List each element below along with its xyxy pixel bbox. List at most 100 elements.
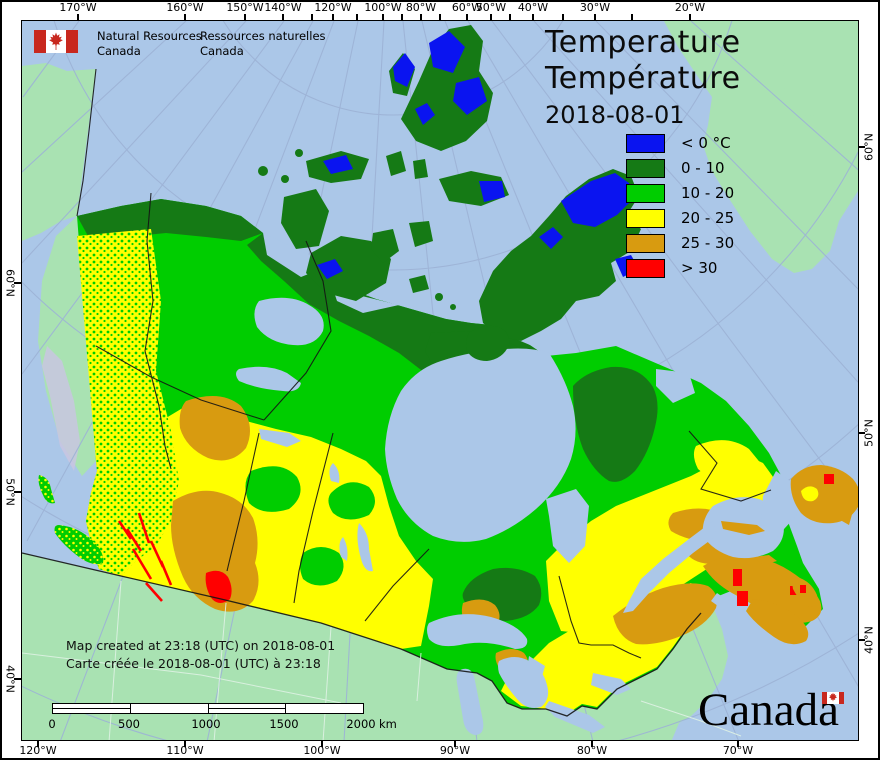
creation-note: Map created at 23:18 (UTC) on 2018-08-01… — [66, 637, 335, 672]
axis-tick — [382, 14, 384, 21]
scale-bar-unit: km — [379, 717, 397, 731]
axis-tick — [858, 432, 865, 434]
boundaries — [22, 68, 772, 717]
axis-label-longitude: 80°W — [405, 1, 437, 14]
axis-label-longitude: 60°W — [451, 1, 483, 14]
legend-swatch — [626, 234, 665, 253]
great-bear-lake — [254, 297, 324, 346]
axis-tick — [466, 14, 468, 21]
border-60n — [95, 345, 265, 421]
axis-label-longitude: 150°W — [226, 1, 264, 14]
border-nwt-nunavut — [263, 240, 332, 421]
haida-gwaii — [38, 475, 55, 504]
hudson-bay — [385, 348, 576, 542]
lake-ontario — [591, 673, 631, 695]
border-yukon-nwt — [144, 192, 172, 470]
ungava-bay — [656, 369, 695, 403]
georgian-bay — [527, 656, 545, 680]
axis-tick — [14, 678, 21, 680]
border-canada-usa — [22, 552, 702, 717]
axis-minor-tick — [562, 14, 564, 21]
border-on-qc — [558, 575, 642, 659]
lake-michigan — [456, 668, 484, 735]
title-date: 2018-08-01 — [545, 101, 685, 129]
greenland-east-blob — [783, 30, 847, 116]
scale-bar-tick-label: 1000 — [191, 717, 221, 731]
scale-bar-tick-label: 1500 — [269, 717, 299, 731]
legend-label: > 30 — [681, 259, 718, 277]
axis-minor-tick — [401, 14, 403, 21]
scale-bar-tick-label: 2000 — [346, 717, 376, 731]
st-lawrence-estuary — [623, 521, 716, 613]
axis-tick — [244, 14, 246, 21]
axis-minor-tick — [509, 14, 511, 21]
axis-label-longitude: 90°W — [439, 744, 471, 757]
canada-wordmark: Canada — [698, 684, 839, 736]
axis-label-longitude: 120°W — [19, 744, 57, 757]
axis-label-longitude: 70°W — [722, 744, 754, 757]
us-state-lines — [22, 580, 742, 740]
axis-tick — [184, 740, 186, 747]
axis-label-longitude: 170°W — [59, 1, 97, 14]
axis-tick — [37, 740, 39, 747]
axis-minor-tick — [439, 14, 441, 21]
legend-label: 0 - 10 — [681, 159, 725, 177]
lake-erie — [545, 701, 605, 733]
scale-bar-tick-label: 500 — [118, 717, 140, 731]
axis-label-longitude: 140°W — [264, 1, 302, 14]
coast-glacier — [42, 346, 80, 471]
usa — [22, 553, 728, 740]
atlantic-islands — [721, 465, 858, 607]
axis-tick — [689, 14, 691, 21]
legend-label: < 0 °C — [681, 134, 731, 152]
vancouver-island — [54, 525, 104, 565]
axis-tick — [184, 14, 186, 21]
axis-label-longitude: 50°W — [475, 1, 507, 14]
banks-island — [281, 189, 329, 249]
axis-tick — [14, 491, 21, 493]
axis-tick — [454, 740, 456, 747]
axis-tick — [532, 14, 534, 21]
somerset-island — [409, 221, 433, 247]
axis-tick — [737, 740, 739, 747]
james-bay — [546, 489, 589, 563]
axis-tick — [858, 146, 865, 148]
victoria-island — [306, 236, 391, 301]
canada-temperature-map — [22, 21, 858, 740]
creation-note-fr: Carte créée le 2018-08-01 (UTC) à 23:18 — [66, 655, 321, 671]
axis-label-longitude: 110°W — [166, 744, 204, 757]
title-en: Temperature — [545, 25, 741, 60]
wordmark-flag-icon — [822, 692, 844, 704]
lake-superior — [427, 614, 528, 649]
legend-swatch — [626, 184, 665, 203]
axis-tick — [858, 639, 865, 641]
border-mb-on — [364, 548, 430, 622]
border-sk-mb — [293, 432, 334, 604]
axis-tick — [594, 14, 596, 21]
anticosti-island — [721, 521, 765, 535]
border-ab-sk — [226, 432, 260, 572]
legend-label: 25 - 30 — [681, 234, 735, 252]
canada-flag-icon — [34, 30, 78, 53]
avalon-peninsula — [835, 503, 853, 525]
border-qc-nl — [688, 430, 772, 502]
great-slave-lake — [236, 366, 301, 392]
axis-label-longitude: 100°W — [303, 744, 341, 757]
scale-bar: 0 500 1000 1500 2000 km — [48, 703, 397, 737]
inland-water — [236, 233, 801, 735]
lake-winnipegosis — [339, 537, 348, 561]
bathurst-island — [386, 151, 406, 176]
border-alaska-yukon — [76, 68, 97, 217]
legend-label: 10 - 20 — [681, 184, 735, 202]
legend-label: 20 - 25 — [681, 209, 735, 227]
axis-tick — [321, 740, 323, 747]
logo-text-en: Natural Resources Canada — [97, 29, 202, 58]
cornwallis-island — [413, 159, 428, 179]
logo-text-fr: Ressources naturelles Canada — [200, 29, 326, 58]
islands — [38, 25, 858, 607]
axis-tick — [591, 740, 593, 747]
legend-swatch — [626, 134, 665, 153]
alaska — [22, 63, 96, 241]
scale-bar-tick-label: 0 — [48, 717, 56, 731]
